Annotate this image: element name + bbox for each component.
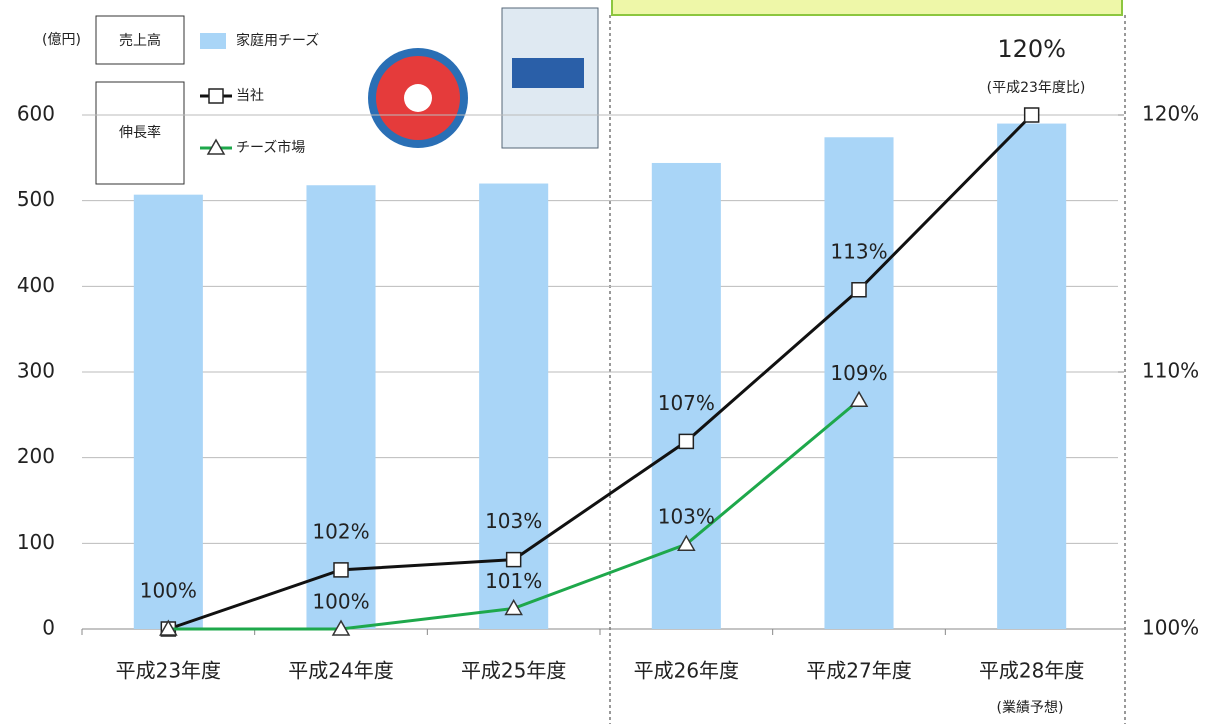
legend-group-box (95, 81, 185, 185)
bar (997, 123, 1067, 630)
y-tick-label: 0 (42, 616, 55, 640)
y-tick-label: 500 (17, 187, 55, 211)
y2-tick-label: 120% (1142, 102, 1199, 126)
data-label: 102% (312, 519, 369, 543)
data-label: 109% (830, 361, 887, 385)
data-label: 101% (485, 569, 542, 593)
data-label: 103% (485, 509, 542, 533)
data-label: 103% (658, 505, 715, 529)
legend-group-label: 伸長率 (119, 124, 161, 141)
marker (678, 433, 695, 450)
x-tick-label: 平成27年度 (806, 659, 911, 683)
y-tick-label: 200 (17, 444, 55, 468)
bar (306, 185, 376, 629)
y2-tick-label: 100% (1142, 616, 1199, 640)
legend-label: 家庭用チーズ (236, 32, 319, 49)
y-unit-label: (億円) (42, 32, 81, 48)
marker (333, 562, 349, 578)
data-label: 100% (312, 590, 369, 614)
x-tick-label: 平成23年度 (116, 659, 221, 683)
marker (1023, 107, 1040, 123)
data-label: 120% (997, 35, 1066, 63)
marker (208, 88, 224, 104)
marker (849, 390, 869, 408)
y-tick-label: 100 (17, 530, 55, 554)
data-label: 113% (830, 239, 887, 263)
marker (159, 619, 178, 636)
data-label: 107% (658, 391, 715, 415)
y2-tick-label: 110% (1142, 359, 1199, 383)
marker (851, 282, 867, 298)
x-tick-label: 平成24年度 (288, 659, 393, 683)
bar (824, 137, 894, 630)
bar (133, 194, 203, 630)
marker (677, 534, 696, 551)
category-note: (業績予想) (997, 700, 1064, 716)
y-tick-label: 600 (17, 102, 55, 126)
x-tick-label: 平成25年度 (461, 659, 566, 683)
data-label: 100% (140, 579, 197, 603)
y-tick-label: 300 (17, 359, 55, 383)
legend-swatch (200, 33, 226, 49)
marker (504, 598, 523, 616)
annotation: (平成23年度比) (987, 80, 1086, 96)
line (167, 113, 1033, 631)
x-tick-label: 平成28年度 (979, 659, 1084, 683)
legend-label: 当社 (236, 88, 264, 104)
y-tick-label: 400 (17, 273, 55, 297)
legend-group-box (95, 15, 185, 65)
marker (331, 619, 351, 636)
x-tick-label: 平成26年度 (634, 659, 739, 683)
legend-group-label: 売上高 (119, 32, 161, 49)
legend-label: チーズ市場 (236, 139, 305, 156)
header-box (611, 0, 1123, 16)
product-image (368, 7, 599, 149)
marker (505, 551, 522, 568)
marker (206, 138, 226, 155)
